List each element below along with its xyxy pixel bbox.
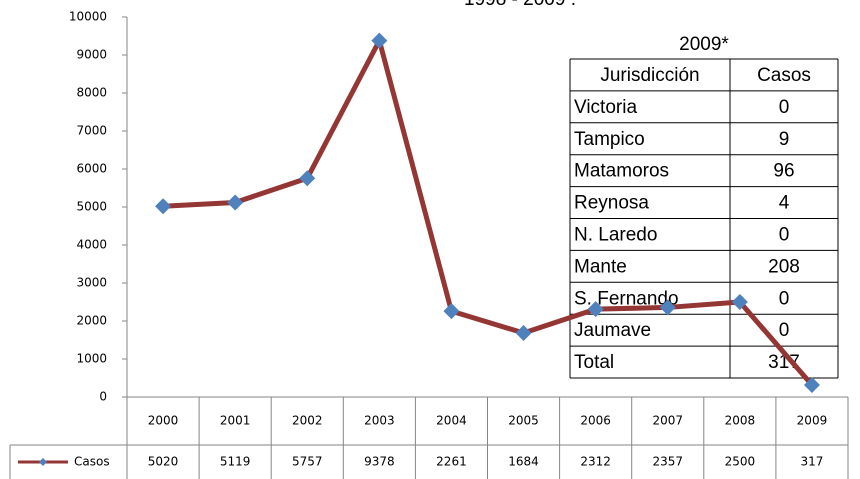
y-tick-label: 8000	[76, 86, 107, 100]
y-tick-label: 1000	[76, 352, 107, 366]
table-cell: Victoria	[574, 97, 637, 118]
y-tick-label: 2000	[76, 314, 107, 328]
table-cell: Reynosa	[574, 193, 649, 214]
chart-title: 1998 - 2009 .	[464, 0, 576, 10]
marker	[371, 32, 388, 49]
x-tick-label: 2001	[220, 414, 251, 428]
table-cell: 4	[779, 193, 790, 214]
y-tick-label: 6000	[76, 162, 107, 176]
marker	[443, 303, 460, 320]
marker	[731, 294, 748, 310]
marker	[299, 170, 316, 187]
y-tick-label: 3000	[76, 276, 107, 290]
legend-marker	[39, 458, 47, 466]
data-table-value: 5119	[220, 455, 251, 469]
x-tick-label: 2004	[436, 414, 467, 428]
table-cell: Mante	[574, 256, 627, 277]
y-tick-label: 4000	[76, 238, 107, 252]
table-header: Casos	[757, 65, 811, 86]
x-tick-label: 2006	[580, 414, 611, 428]
y-tick-label: 10000	[69, 10, 107, 24]
legend-label: Casos	[74, 455, 110, 469]
table-cell: 9	[779, 129, 790, 150]
data-table-value: 5020	[148, 455, 179, 469]
x-tick-label: 2002	[292, 414, 323, 428]
x-tick-label: 2008	[725, 414, 756, 428]
y-tick-label: 5000	[76, 200, 107, 214]
table-cell: 0	[779, 288, 790, 309]
marker	[515, 325, 532, 342]
table-cell: 0	[779, 320, 790, 341]
y-tick-label: 7000	[76, 124, 107, 138]
table-cell: Jaumave	[574, 320, 651, 341]
x-tick-label: 2003	[364, 414, 395, 428]
table-cell: Total	[574, 352, 614, 373]
x-tick-label: 2007	[652, 414, 683, 428]
data-table-value: 2312	[580, 455, 611, 469]
table-cell: 0	[779, 97, 790, 118]
table-cell: Tampico	[574, 129, 645, 150]
data-table-value: 1684	[508, 455, 539, 469]
table-cell: N. Laredo	[574, 224, 657, 245]
data-table-value: 2357	[652, 455, 683, 469]
y-tick-label: 0	[99, 390, 107, 404]
table-cell: 96	[773, 161, 794, 182]
data-table-value: 2261	[436, 455, 467, 469]
marker	[659, 299, 676, 316]
data-table-value: 5757	[292, 455, 323, 469]
table-cell: Matamoros	[574, 161, 669, 182]
data-table-value: 317	[800, 455, 823, 469]
table-cell: S. Fernando	[574, 288, 679, 309]
marker	[155, 198, 172, 215]
marker	[227, 194, 244, 211]
table-header: Jurisdicción	[600, 65, 699, 86]
table-cell: 208	[768, 256, 800, 277]
y-tick-label: 9000	[76, 48, 107, 62]
x-tick-label: 2000	[148, 414, 179, 428]
x-tick-label: 2005	[508, 414, 539, 428]
x-tick-label: 2009	[797, 414, 828, 428]
table-cell: 0	[779, 224, 790, 245]
table-cell: 317	[768, 352, 800, 373]
data-table-value: 2500	[725, 455, 756, 469]
marker	[587, 301, 604, 318]
data-table-value: 9378	[364, 455, 395, 469]
marker	[803, 376, 820, 393]
series-line	[162, 38, 814, 387]
table-title: 2009*	[679, 34, 729, 55]
